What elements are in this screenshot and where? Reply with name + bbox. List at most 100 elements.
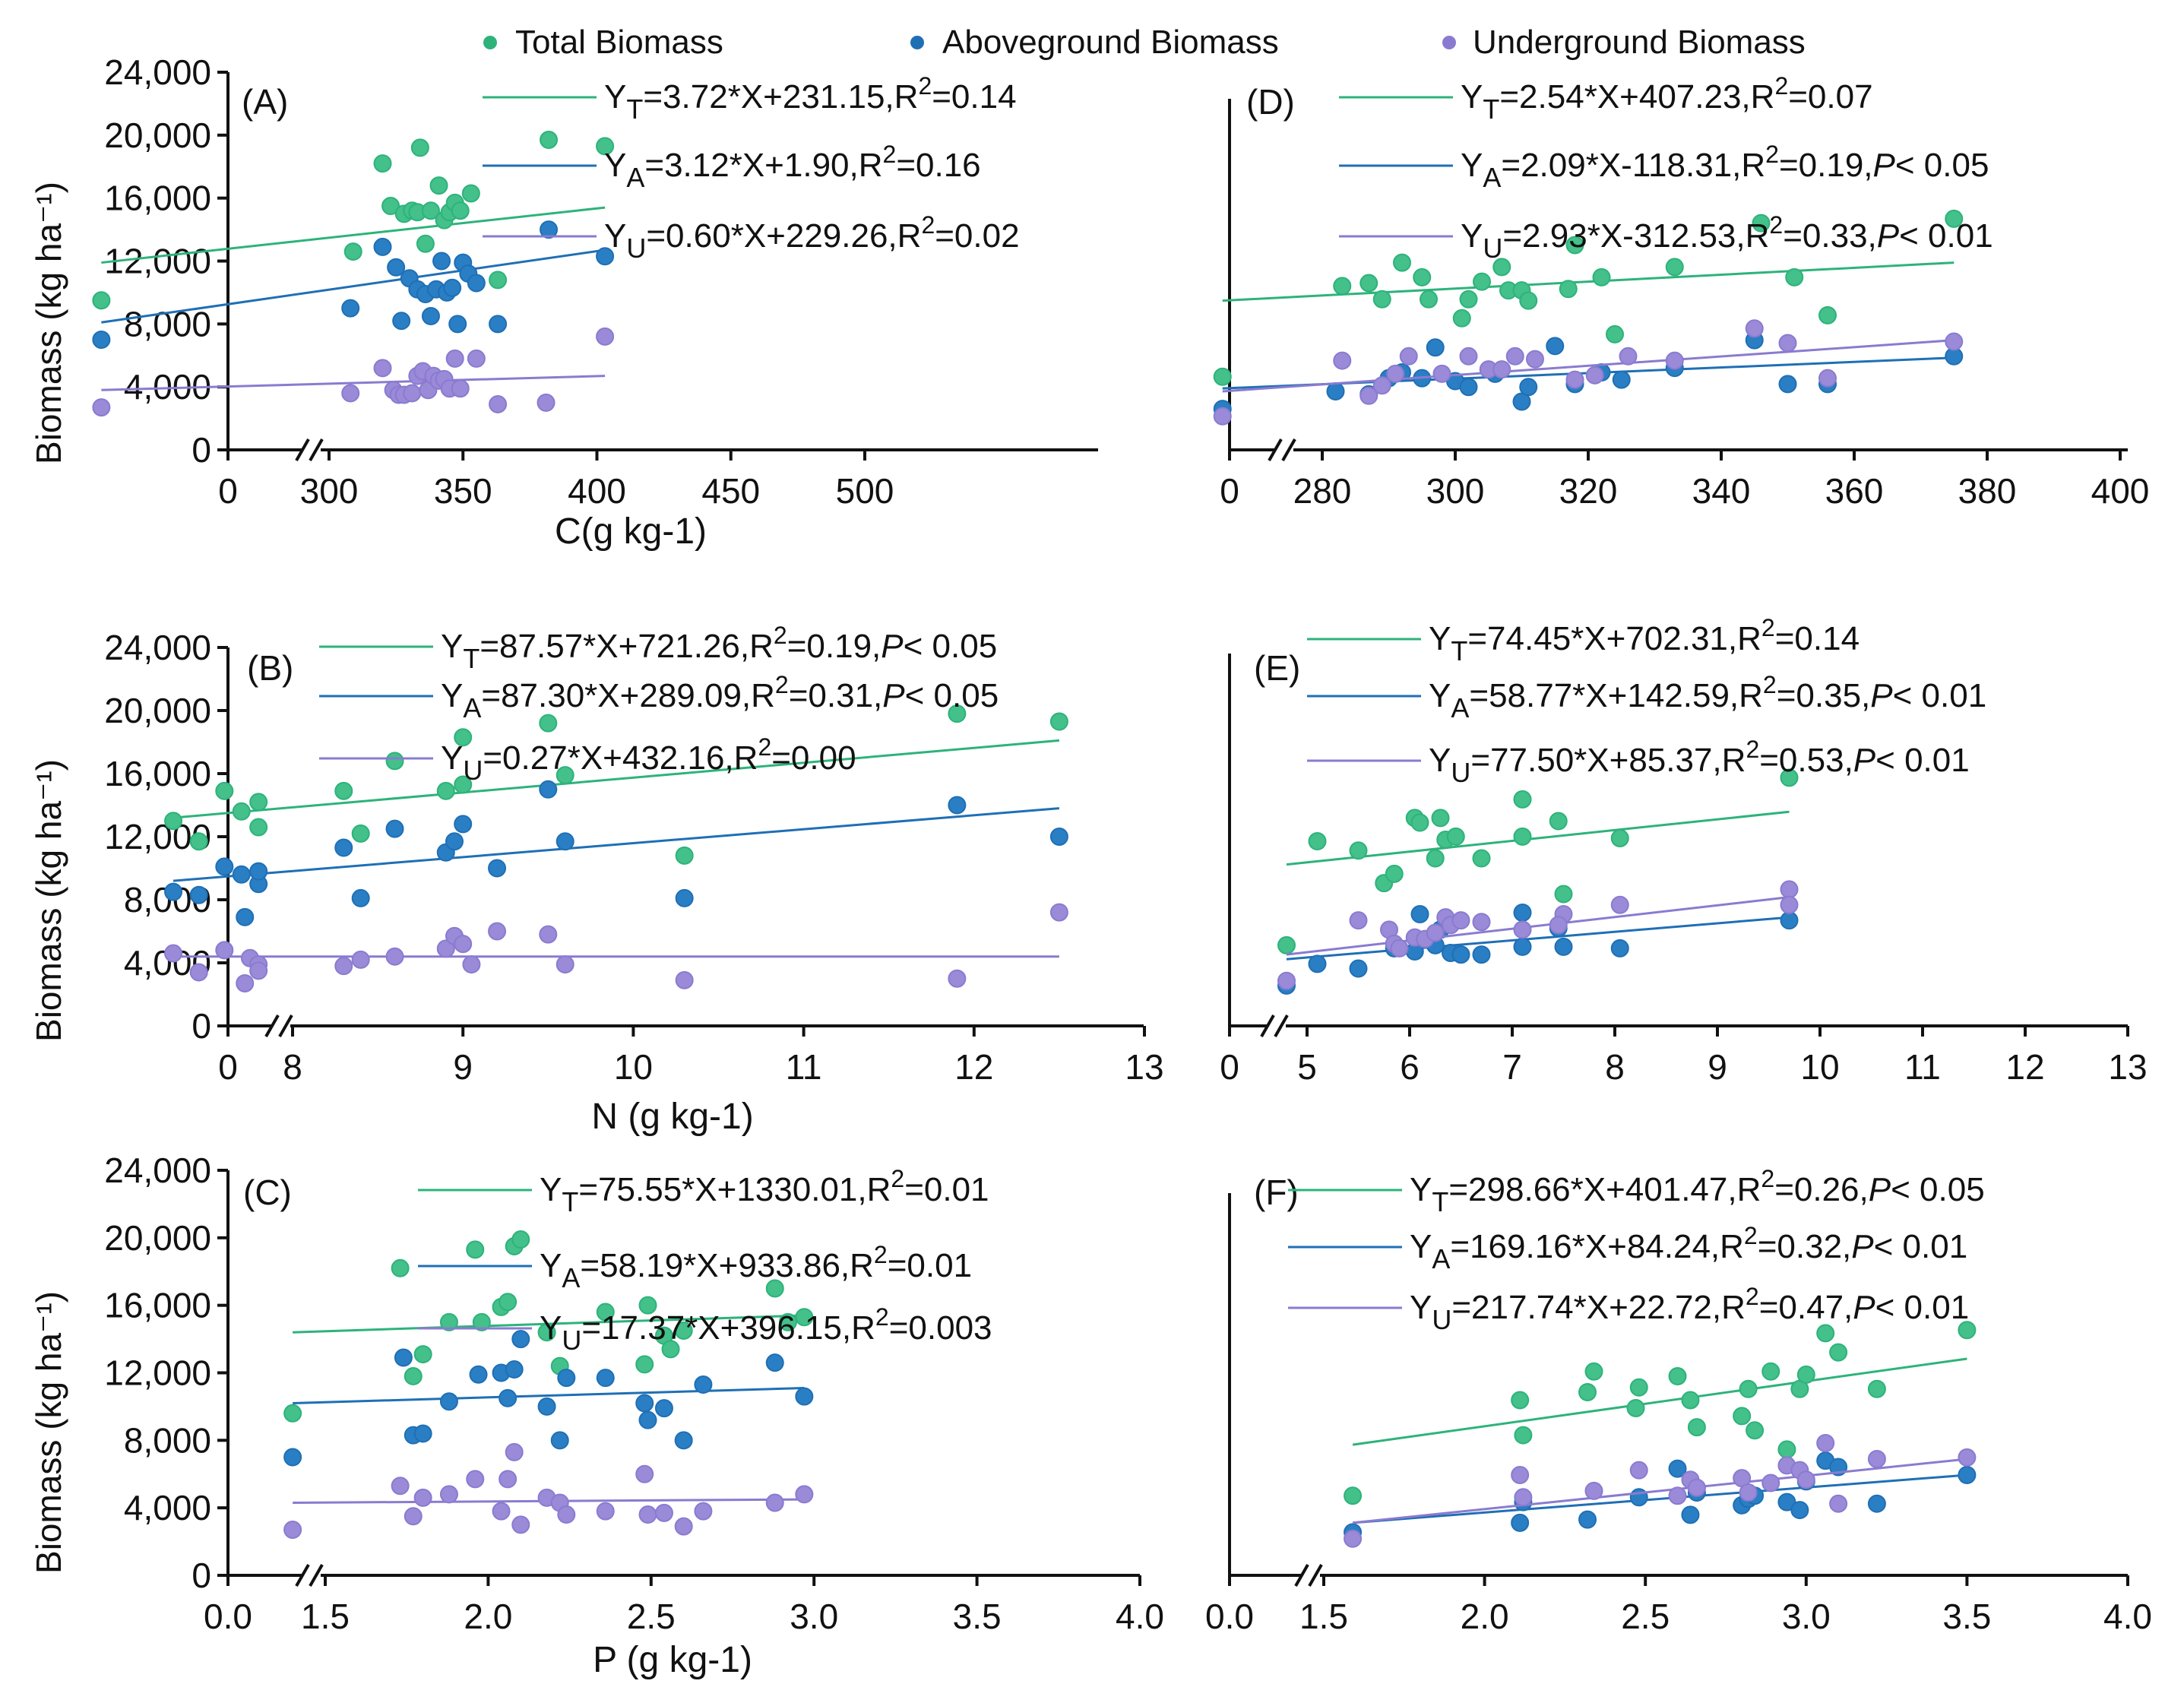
data-point-c-t (391, 1258, 410, 1277)
data-point-c-u (439, 1485, 458, 1504)
data-point-c-t (661, 1340, 680, 1359)
data-point-c-a (499, 1388, 518, 1407)
data-point-e-t (1780, 768, 1799, 787)
x-tick-label-e: 11 (1904, 1047, 1941, 1087)
equation-b-a: YA=87.30*X+289.09,R2=0.31,P< 0.05 (319, 671, 999, 723)
data-point-a-u (451, 379, 470, 398)
data-point-d-a (1612, 370, 1631, 389)
data-point-b-t (1049, 712, 1068, 731)
axis-break-mark-d (1281, 438, 1296, 461)
data-point-a-a (540, 220, 559, 239)
data-point-d-u (1372, 376, 1391, 395)
equation-f-u: YU=217.74*X+22.72,R2=0.47,P< 0.01 (1288, 1283, 1969, 1335)
data-point-c-a (674, 1431, 693, 1450)
x-tick-label-a: 350 (434, 471, 492, 511)
data-point-d-a (1512, 392, 1531, 411)
x-tick-label-e: 0 (1220, 1047, 1239, 1087)
data-point-c-u (795, 1485, 814, 1504)
legend-label-total: Total Biomass (515, 24, 723, 61)
data-point-e-a (1349, 959, 1368, 978)
x-tick-label-d: 360 (1825, 471, 1884, 511)
data-point-c-u (283, 1521, 302, 1540)
data-point-f-u (1739, 1483, 1758, 1502)
data-point-d-u (1778, 334, 1797, 353)
data-point-a-a (387, 258, 406, 277)
axis-break-mark-e (1260, 1015, 1275, 1037)
equation-text-e: YU=77.50*X+85.37,R2=0.53,P< 0.01 (1429, 736, 1970, 788)
data-point-e-t (1513, 827, 1532, 846)
data-point-f-a (1958, 1465, 1977, 1484)
data-point-b-u (675, 970, 694, 989)
data-point-a-a (467, 274, 486, 293)
series-e-t (1277, 768, 1799, 954)
data-point-d-a (1459, 378, 1478, 397)
data-point-d-t (1333, 277, 1352, 296)
equation-c-u: YU=17.37*X+396.15,R2=0.003 (418, 1303, 992, 1356)
data-point-c-t (537, 1323, 556, 1342)
data-point-b-t (215, 781, 234, 800)
data-point-d-t (1592, 267, 1611, 286)
data-point-d-t (1473, 272, 1491, 291)
series-a-a (92, 220, 615, 350)
data-point-d-t (1492, 258, 1511, 277)
axis-break-mark-c (309, 1564, 324, 1587)
data-point-e-t (1446, 827, 1465, 846)
data-point-d-t (1818, 305, 1837, 324)
data-point-b-t (454, 775, 473, 794)
data-point-b-t (249, 818, 268, 837)
legend-item-total: Total Biomass (483, 24, 723, 61)
data-point-a-t (343, 242, 362, 261)
data-point-f-t (1739, 1379, 1758, 1398)
data-point-c-u (654, 1503, 673, 1522)
data-point-f-a (1578, 1510, 1597, 1529)
data-point-c-t (511, 1230, 530, 1249)
x-tick-label-a: 0 (218, 471, 238, 511)
equation-text-b: YA=87.30*X+289.09,R2=0.31,P< 0.05 (441, 671, 999, 723)
axis-break-mark-a (295, 438, 310, 461)
fit-line-e-a (1286, 916, 1790, 961)
data-point-f-u (1687, 1478, 1706, 1497)
data-point-c-u (499, 1470, 518, 1489)
data-point-c-t (413, 1345, 432, 1364)
x-tick-label-d: 340 (1692, 471, 1751, 511)
equation-text-c: YU=17.37*X+396.15,R2=0.003 (540, 1303, 992, 1356)
equation-text-d: YA=2.09*X-118.31,R2=0.19,P< 0.05 (1461, 141, 1989, 193)
data-point-b-t (249, 793, 268, 812)
data-point-f-t (1511, 1391, 1530, 1410)
data-point-b-u (436, 939, 455, 958)
data-point-e-a (1610, 939, 1629, 958)
data-point-d-t (1606, 324, 1624, 343)
x-tick-label-d: 300 (1426, 471, 1485, 511)
data-point-f-a (1777, 1492, 1796, 1511)
fit-line-f-u (1352, 1458, 1967, 1524)
x-tick-label-c: 2.5 (627, 1597, 676, 1636)
series-b-u (164, 903, 1068, 992)
data-point-e-t (1472, 849, 1491, 868)
legend: Total Biomass Aboveground Biomass Underg… (483, 24, 1806, 61)
x-tick-label-b: 13 (1125, 1047, 1163, 1087)
data-point-d-t (1393, 253, 1411, 272)
x-tick-label-e: 7 (1502, 1047, 1522, 1087)
data-point-b-t (385, 752, 404, 771)
data-point-a-a (448, 315, 467, 334)
panel-label-f: (F) (1254, 1173, 1299, 1212)
data-point-c-u (694, 1502, 713, 1521)
equation-text-a: YA=3.12*X+1.90,R2=0.16 (604, 141, 981, 193)
data-point-d-u (1526, 350, 1544, 369)
data-point-d-t (1519, 291, 1538, 310)
series-a-u (92, 327, 615, 417)
data-point-d-u (1459, 347, 1478, 366)
data-point-b-u (454, 935, 473, 954)
data-point-b-u (215, 941, 234, 960)
data-point-b-a (189, 885, 208, 904)
data-point-b-a (385, 819, 404, 838)
x-tick-label-c: 4.0 (1116, 1597, 1164, 1636)
data-point-e-u (1610, 895, 1629, 914)
data-point-b-t (189, 832, 208, 851)
y-tick-label-a: 16,000 (104, 179, 211, 218)
data-point-f-t (1761, 1362, 1780, 1381)
panel-label-e: (E) (1254, 648, 1300, 688)
data-point-a-u (467, 349, 486, 368)
equation-text-d: YU=2.93*X-312.53,R2=0.33,P< 0.01 (1461, 211, 1993, 264)
data-point-a-u (373, 359, 392, 378)
